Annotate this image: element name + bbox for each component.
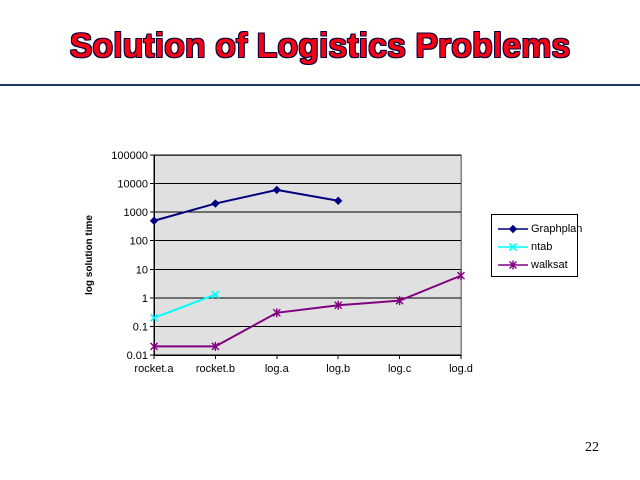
marker-diamond	[211, 199, 220, 208]
series-line	[153, 188, 339, 222]
title-rule	[0, 84, 640, 86]
series-walksat	[150, 271, 465, 351]
legend-label: Graphplan	[531, 223, 583, 235]
legend-item: walksat	[497, 256, 577, 274]
marker-x	[508, 242, 518, 252]
marker-asterisk	[272, 308, 281, 318]
x-tick-label: log.d	[449, 363, 473, 375]
plot-area	[153, 154, 462, 356]
marker-asterisk	[150, 341, 158, 351]
slide-title: Solution of Logistics Problems	[69, 27, 571, 65]
y-tick-label: 0.01	[127, 350, 148, 362]
marker-x	[211, 290, 220, 299]
y-axis-title: log solution time	[85, 215, 95, 295]
y-tick-label: 10000	[117, 179, 148, 191]
marker-asterisk	[334, 300, 343, 310]
marker-diamond	[149, 216, 159, 225]
marker-asterisk	[395, 296, 404, 306]
x-tick-label: log.c	[388, 363, 412, 375]
y-tick-label: 100	[130, 236, 148, 248]
marker-diamond	[508, 224, 518, 234]
x-tick-label: log.a	[265, 363, 290, 375]
marker-asterisk	[211, 341, 220, 351]
marker-x	[149, 313, 159, 322]
legend-label: walksat	[531, 259, 568, 271]
y-tick-label: 0.1	[133, 321, 148, 333]
y-tick-label: 1000	[124, 207, 148, 219]
marker-diamond	[272, 185, 281, 195]
legend-label: ntab	[531, 241, 553, 253]
y-tick-label: 1	[142, 293, 148, 305]
x-tick-label: rocket.a	[134, 363, 174, 375]
legend-item: ntab	[497, 238, 577, 256]
x-axis-labels: rocket.a rocket.b log.a log.b log.c log.d	[134, 355, 473, 375]
legend-asterisk-glyph	[498, 260, 528, 270]
y-gridlines: 0.01 0.1 1 10 100 1000 10000 100000	[111, 150, 461, 362]
marker-diamond	[334, 196, 343, 205]
y-tick-label: 10	[136, 264, 148, 276]
series-ntab	[149, 290, 220, 322]
marker-asterisk	[457, 271, 465, 281]
y-tick-label: 100000	[111, 150, 148, 162]
series-Graphplan	[149, 185, 343, 225]
page-number: 22	[585, 440, 599, 455]
series-line	[154, 274, 462, 348]
legend-diamond-glyph	[498, 224, 528, 234]
chart-region: 0.01 0.1 1 10 100 1000 10000 100000 rocket.a rock…	[85, 145, 485, 385]
x-tick-label: rocket.b	[196, 363, 235, 375]
chart-legend: Graphplan ntab walksat	[491, 214, 582, 277]
marker-asterisk	[509, 260, 517, 270]
series-line	[153, 293, 216, 319]
legend-x-glyph	[498, 242, 528, 252]
x-tick-label: log.b	[326, 363, 350, 375]
legend-item: Graphplan	[497, 220, 582, 238]
